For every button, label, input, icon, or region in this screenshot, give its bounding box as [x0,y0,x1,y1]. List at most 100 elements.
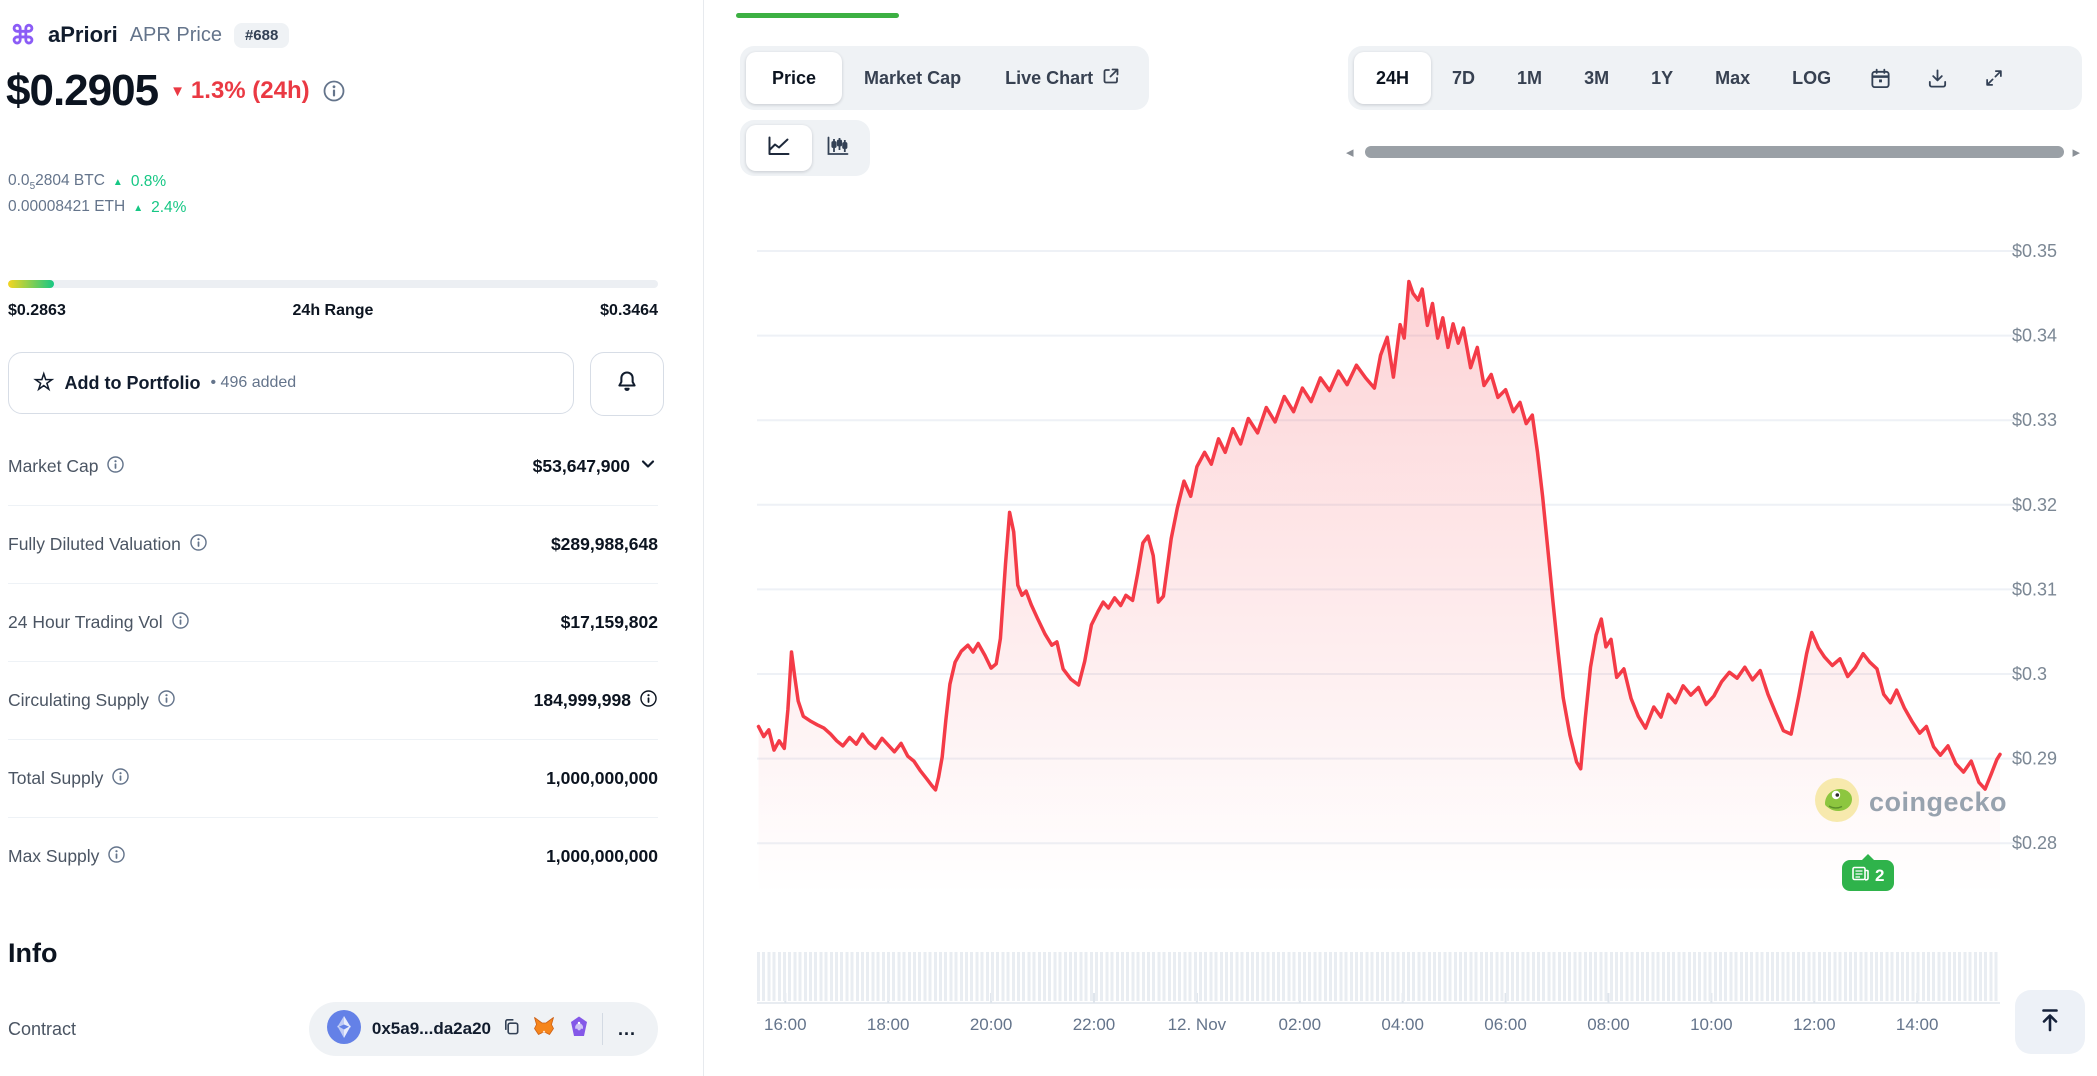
info-icon[interactable] [189,533,208,557]
svg-text:$0.28: $0.28 [2012,833,2057,853]
svg-text:16:00: 16:00 [764,1015,807,1034]
portfolio-added-count: • 496 added [210,374,297,391]
scroll-right-arrow-icon[interactable]: ▸ [2072,143,2080,161]
market-cap-value: $53,647,900 [532,456,630,476]
range-7d-button[interactable]: 7D [1452,67,1476,88]
log-scale-button[interactable]: LOG [1792,67,1832,88]
news-badge-count: 2 [1875,865,1885,885]
stats-table: Market Cap $53,647,900 Fully Diluted Val… [8,428,658,895]
line-chart-icon [766,134,792,163]
range-1y-button[interactable]: 1Y [1651,67,1674,88]
info-icon[interactable] [107,845,126,869]
range-bar-track [8,280,658,288]
stat-row-max-supply: Max Supply 1,000,000,000 [8,818,658,895]
external-link-icon [1101,66,1121,91]
scroll-left-arrow-icon[interactable]: ◂ [1346,143,1354,161]
add-to-portfolio-button[interactable]: ☆ Add to Portfolio • 496 added [8,352,574,414]
range-max-button[interactable]: Max [1715,67,1751,88]
fdv-value: $289,988,648 [550,534,658,554]
news-badge[interactable]: 2 [1842,854,1895,891]
info-icon[interactable] [111,767,130,791]
coin-subtitle: APR Price [129,23,222,46]
coin-summary-panel: ⌘ aPriori APR Price #688 $0.2905 ▼ 1.3% … [0,0,703,1076]
info-icon[interactable] [639,689,658,713]
range-1m-button[interactable]: 1M [1517,67,1543,88]
svg-text:08:00: 08:00 [1587,1015,1630,1034]
tab-price[interactable]: Price [746,52,843,104]
scrollbar-thumb[interactable] [1364,146,2065,158]
coingecko-logo-icon [1815,778,1859,827]
eth-change-pct: 2.4% [151,199,187,217]
range-24h-button[interactable]: 24H [1354,52,1432,104]
tab-market-cap[interactable]: Market Cap [864,67,962,88]
tab-live-chart[interactable]: Live Chart [983,66,1143,91]
eth-value: 0.00008421 ETH [8,198,126,215]
panel-divider [703,0,704,1076]
ethereum-icon [326,1009,361,1049]
pill-divider [601,1013,603,1045]
metamask-icon[interactable] [532,1015,556,1044]
info-section-heading: Info [8,938,58,968]
svg-text:$0.34: $0.34 [2012,326,2057,346]
candlestick-icon [825,134,851,163]
fullscreen-expand-icon[interactable] [1966,67,2022,89]
fdv-label: Fully Diluted Valuation [8,534,181,554]
btc-conversion-row: 0.052804 BTC ▲ 0.8% [8,172,166,192]
circulating-value: 184,999,998 [533,690,631,710]
range-high: $0.3464 [600,302,658,319]
coingecko-watermark-text: coingecko [1869,787,2008,817]
info-icon[interactable] [171,611,190,635]
svg-text:10:00: 10:00 [1690,1015,1733,1034]
svg-text:$0.33: $0.33 [2012,410,2057,430]
price-chart[interactable]: $0.35$0.34$0.33$0.32$0.31$0.3$0.29$0.28 … [703,0,2097,1076]
eth-conversion-row: 0.00008421 ETH ▲ 2.4% [8,198,186,218]
chevron-down-icon[interactable] [638,454,658,479]
contract-address-pill[interactable]: 0x5a9...da2a20 ... [308,1002,658,1056]
stat-row-volume: 24 Hour Trading Vol $17,159,802 [8,584,658,662]
download-button[interactable] [1909,67,1966,90]
chart-view-tabs: Price Market Cap Live Chart [740,46,1150,110]
price-info-icon[interactable] [322,79,346,103]
candlestick-chart-type-button[interactable] [812,134,864,163]
add-to-portfolio-label: Add to Portfolio [64,372,201,393]
stat-row-circulating: Circulating Supply 184,999,998 [8,662,658,740]
calendar-button[interactable] [1852,67,1909,90]
star-icon: ☆ [33,369,55,396]
btc-change-pct: 0.8% [130,173,167,191]
info-icon[interactable] [106,455,125,479]
line-chart-type-button[interactable] [746,125,812,171]
rank-badge: #688 [233,22,290,48]
contract-more-button[interactable]: ... [617,1018,636,1039]
copy-icon[interactable] [502,1017,521,1041]
info-icon[interactable] [157,689,176,713]
max-supply-label: Max Supply [8,846,100,866]
newspaper-icon [1852,866,1869,886]
active-tab-indicator [736,13,899,18]
btc-up-triangle-icon: ▲ [112,176,123,188]
total-supply-label: Total Supply [8,768,104,788]
price-alert-button[interactable] [590,352,664,416]
scroll-to-top-button[interactable] [2015,990,2085,1054]
chart-minimap-band[interactable] [757,952,2000,1001]
range-labels: $0.2863 24h Range $0.3464 [8,302,658,320]
volume-label: 24 Hour Trading Vol [8,612,163,632]
coin-header: ⌘ aPriori APR Price #688 [10,22,290,48]
volume-value: $17,159,802 [560,612,658,632]
svg-text:$0.35: $0.35 [2012,241,2057,261]
phantom-wallet-icon[interactable] [567,1015,591,1044]
bell-icon [614,369,640,400]
btc-value: 0.052804 BTC [8,172,105,193]
price-down-triangle-icon: ▼ [170,82,185,100]
svg-text:12. Nov: 12. Nov [1168,1015,1227,1034]
svg-text:14:00: 14:00 [1896,1015,1939,1034]
scrollbar-track[interactable] [1357,146,2070,158]
range-bar-fill [8,280,54,288]
chart-price-line [756,279,2002,792]
price-row: $0.2905 ▼ 1.3% (24h) [6,66,346,116]
coingecko-watermark: coingecko [1815,778,2007,827]
svg-text:18:00: 18:00 [867,1015,910,1034]
eth-up-triangle-icon: ▲ [133,202,144,214]
price-change: ▼ 1.3% (24h) [170,77,310,105]
range-3m-button[interactable]: 3M [1584,67,1610,88]
